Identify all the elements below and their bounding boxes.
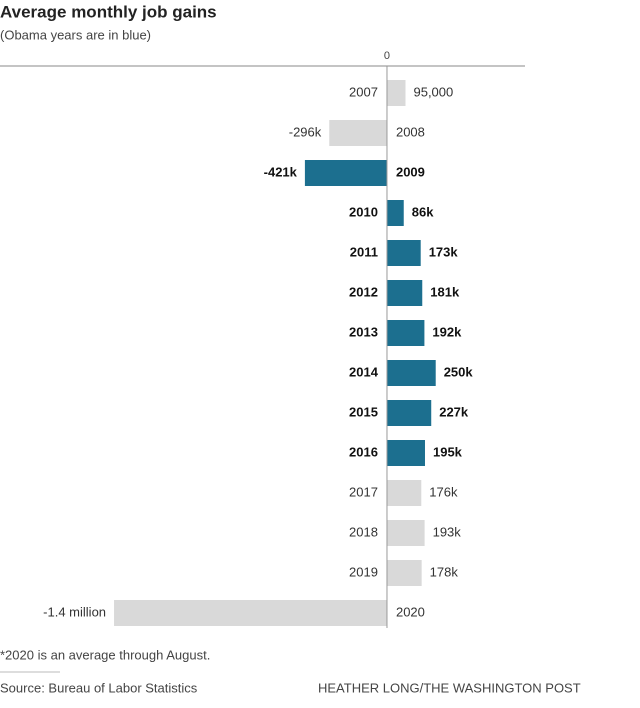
value-label: 192k [432, 324, 462, 339]
category-label: 2018 [349, 524, 378, 539]
x-tick-label: 0 [384, 50, 390, 62]
chart-title: Average monthly job gains [0, 2, 217, 21]
category-label: 2017 [349, 484, 378, 499]
value-label: -1.4 million [43, 604, 106, 619]
bar [386, 480, 422, 506]
value-label: 193k [433, 524, 462, 539]
bar [114, 600, 387, 626]
category-label: 2011 [350, 244, 378, 259]
note: *2020 is an average through August. [0, 647, 210, 662]
bar [386, 360, 436, 386]
category-label: 2013 [349, 324, 378, 339]
value-label: 181k [430, 284, 460, 299]
bar [386, 440, 425, 466]
bar [386, 240, 421, 266]
bar [386, 560, 422, 586]
value-label: 173k [429, 244, 459, 259]
value-label: 178k [430, 564, 459, 579]
value-label: 95,000 [413, 84, 453, 99]
value-label: 86k [412, 204, 434, 219]
credit: HEATHER LONG/THE WASHINGTON POST [318, 680, 581, 695]
bar [386, 400, 432, 426]
bar [386, 80, 406, 106]
category-label: 2014 [349, 364, 379, 379]
value-label: -296k [289, 124, 322, 139]
value-label: 227k [439, 404, 469, 419]
value-label: 176k [429, 484, 458, 499]
bar [304, 160, 387, 186]
category-label: 2016 [349, 444, 378, 459]
category-label: 2010 [349, 204, 378, 219]
category-label: 2015 [349, 404, 378, 419]
chart-subtitle: (Obama years are in blue) [0, 27, 151, 42]
category-label: 2007 [349, 84, 378, 99]
bar [329, 120, 387, 146]
category-label: 2008 [396, 124, 425, 139]
category-label: 2012 [349, 284, 378, 299]
bar [386, 280, 423, 306]
bar [386, 320, 425, 346]
category-label: 2019 [349, 564, 378, 579]
bar [386, 200, 404, 226]
value-label: -421k [264, 164, 298, 179]
source: Source: Bureau of Labor Statistics [0, 680, 198, 695]
bar [386, 520, 425, 546]
category-label: 2020 [396, 604, 425, 619]
value-label: 195k [433, 444, 463, 459]
value-label: 250k [444, 364, 474, 379]
category-label: 2009 [396, 164, 425, 179]
